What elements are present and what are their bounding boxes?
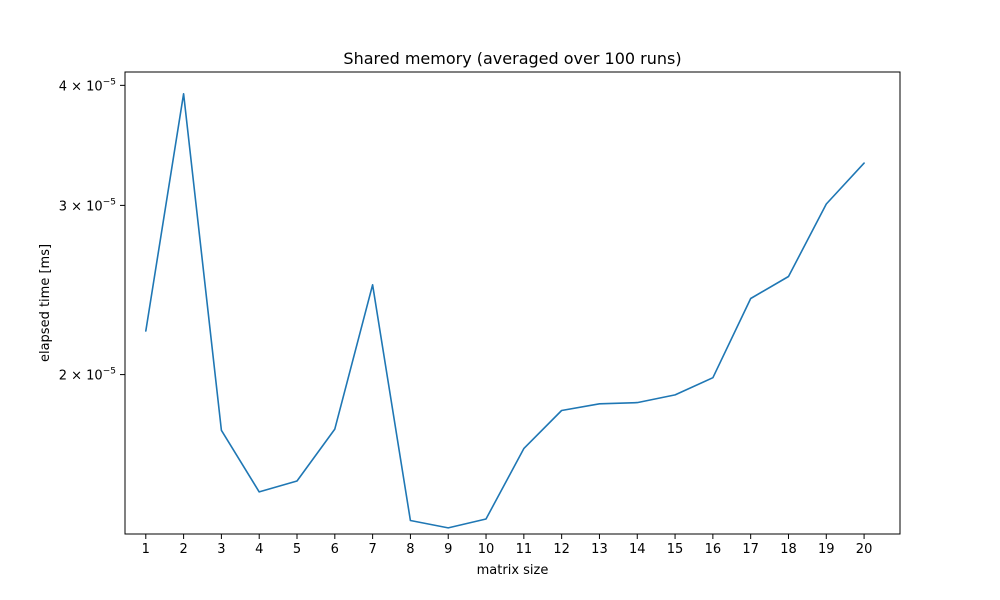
x-tick-label: 12 — [553, 542, 570, 557]
x-tick-label: 13 — [591, 542, 608, 557]
y-axis: 2 × 10−5 3 × 10−5 4 × 10−5 — [59, 77, 125, 384]
series-line — [145, 93, 865, 529]
x-tick-label: 16 — [705, 542, 722, 557]
x-tick-label: 1 — [142, 542, 150, 557]
plot-frame — [124, 71, 901, 535]
y-tick-label: 4 × 10−5 — [59, 77, 116, 94]
x-tick-label: 9 — [444, 542, 452, 557]
x-tick-label: 18 — [780, 542, 797, 557]
x-tick-label: 3 — [217, 542, 225, 557]
chart-title: Shared memory (averaged over 100 runs) — [343, 49, 681, 68]
x-tick-label: 11 — [516, 542, 533, 557]
x-tick-label: 5 — [293, 542, 301, 557]
x-tick-label: 14 — [629, 542, 646, 557]
x-tick-label: 20 — [856, 542, 873, 557]
x-tick-label: 15 — [667, 542, 684, 557]
x-tick-label: 19 — [818, 542, 835, 557]
x-tick-label: 10 — [478, 542, 495, 557]
y-axis-label: elapsed time [ms] — [38, 244, 53, 362]
x-tick-label: 4 — [255, 542, 263, 557]
x-axis: 1 2 3 4 5 6 7 8 9 10 11 12 13 14 15 16 17 18 19 20 — [142, 534, 873, 557]
x-tick-label: 6 — [331, 542, 339, 557]
x-tick-label: 17 — [742, 542, 759, 557]
x-tick-label: 8 — [406, 542, 414, 557]
y-tick-label: 3 × 10−5 — [59, 197, 116, 214]
x-tick-label: 2 — [179, 542, 187, 557]
x-axis-label: matrix size — [477, 563, 549, 578]
y-tick-label: 2 × 10−5 — [59, 367, 116, 384]
plot-marks — [145, 93, 865, 529]
x-tick-label: 7 — [368, 542, 376, 557]
